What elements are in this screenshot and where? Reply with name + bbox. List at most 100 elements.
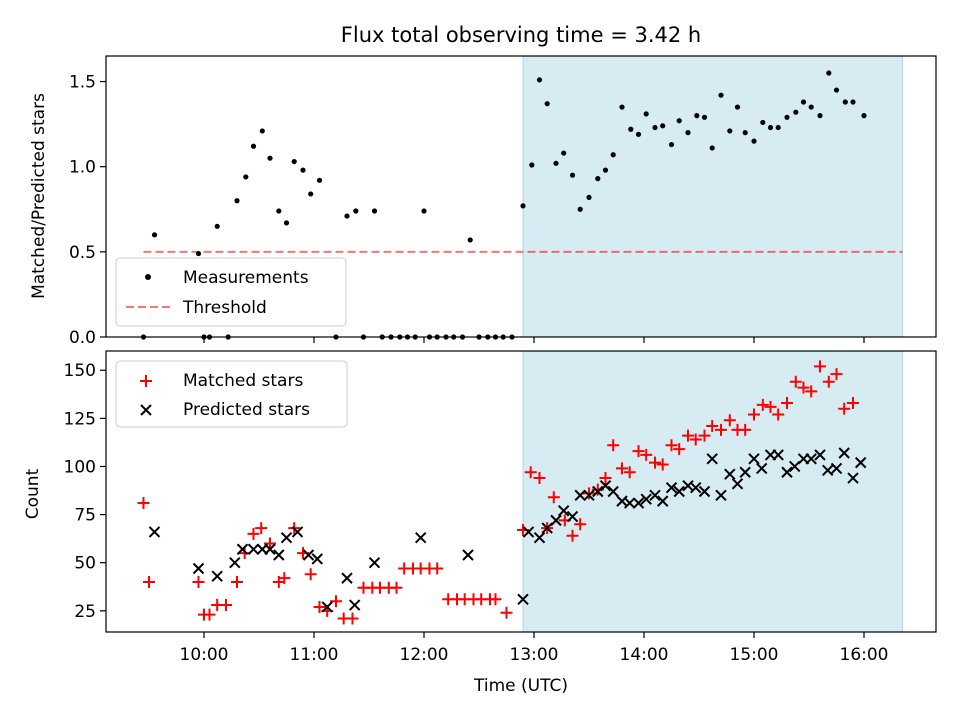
measurement-point	[734, 104, 741, 110]
top-panel: 0.0 0.5 1.0 1.5 Matched/Predicted stars Mea…	[29, 55, 937, 348]
measurement-point	[344, 213, 350, 219]
matched-star-point	[781, 396, 793, 409]
measurement-point	[595, 176, 601, 182]
predicted-star-point	[649, 489, 661, 502]
matched-star-point	[574, 518, 587, 531]
measurement-point	[195, 250, 202, 257]
y-tick-label: 75	[74, 506, 96, 526]
measurement-point	[817, 113, 823, 119]
predicted-star-point	[211, 570, 223, 582]
measurement-point	[800, 99, 807, 105]
predicted-star-point	[583, 489, 595, 502]
predicted-star-point	[607, 485, 619, 498]
legend-measurements-marker	[145, 274, 151, 280]
y-tick-label: 25	[74, 602, 96, 622]
predicted-star-point	[821, 464, 834, 477]
predicted-star-point	[781, 466, 793, 478]
matched-star-point	[616, 462, 628, 475]
predicted-star-point	[665, 481, 678, 494]
y-tick-label: 0.5	[69, 243, 96, 263]
measurement-point	[775, 124, 781, 131]
predicted-star-point	[550, 514, 562, 527]
measurement-point	[267, 155, 273, 161]
measurement-point	[709, 145, 715, 151]
predicted-star-point	[755, 462, 768, 475]
matched-star-point	[607, 439, 620, 452]
matched-star-point	[772, 408, 785, 421]
predicted-star-point	[724, 468, 736, 480]
matched-star-point	[814, 360, 826, 373]
y-tick-label: 0.0	[69, 328, 96, 348]
measurement-point	[826, 70, 832, 76]
measurement-point	[586, 194, 592, 200]
predicted-star-point	[462, 549, 474, 561]
predicted-star-point	[264, 543, 276, 555]
measurement-point	[850, 99, 856, 105]
predicted-star-point	[311, 553, 324, 565]
predicted-star-point	[854, 456, 867, 469]
matched-star-point	[247, 527, 260, 540]
predicted-star-point	[698, 485, 711, 498]
matched-star-point	[500, 606, 513, 619]
matched-star-points	[137, 360, 859, 625]
legend-threshold-label: Threshold	[182, 298, 267, 318]
matched-star-point	[566, 529, 579, 542]
predicted-star-point	[689, 481, 702, 494]
matched-star-point	[706, 420, 719, 433]
predicted-star-point	[731, 478, 744, 490]
legend-matched-marker	[140, 375, 152, 387]
measurement-point	[694, 113, 700, 119]
measurement-point	[259, 128, 265, 134]
matched-star-point	[623, 466, 636, 479]
legend-predicted-marker	[140, 404, 152, 416]
predicted-star-point	[706, 453, 718, 465]
predicted-star-point	[566, 510, 579, 523]
matched-star-point	[346, 612, 359, 625]
measurement-point	[635, 131, 642, 137]
matched-star-point	[533, 472, 546, 485]
measurement-point	[353, 208, 359, 214]
y-tick-label: 1.0	[69, 158, 96, 178]
matched-star-point	[673, 443, 686, 456]
measurement-point	[243, 174, 249, 180]
measurement-point	[276, 208, 282, 214]
x-tick-label: 15:00	[730, 645, 779, 665]
top-legend-box	[115, 257, 347, 327]
legend-predicted-label: Predicted stars	[183, 400, 310, 420]
matched-star-point	[547, 491, 560, 504]
measurement-point	[316, 177, 323, 183]
measurement-points	[140, 70, 867, 340]
measurement-point	[569, 172, 576, 178]
matched-star-point	[838, 402, 851, 415]
measurement-point	[718, 92, 724, 98]
matched-star-point	[689, 433, 702, 446]
legend-measurements-label: Measurements	[183, 268, 309, 288]
bottom-x-ticks: 10:00 11:00 12:00 13:00 14:00 15:00 16:00	[180, 632, 889, 665]
measurement-point	[151, 232, 158, 238]
measurement-point	[308, 191, 314, 197]
predicted-star-point	[321, 601, 333, 613]
measurement-point	[861, 113, 867, 119]
top-y-axis-label: Matched/Predicted stars	[29, 93, 49, 299]
matched-star-point	[255, 522, 268, 535]
x-tick-label: 12:00	[400, 645, 449, 665]
bottom-axes-frame	[105, 350, 937, 633]
measurement-point	[214, 223, 220, 229]
bottom-panel: 25 50 75 100 125 150 10:00 11:00 12:00 13:00 14:0…	[23, 350, 937, 696]
top-legend: Measurements Threshold	[115, 257, 347, 327]
measurement-point	[643, 111, 649, 117]
predicted-star-point	[640, 493, 652, 505]
matched-star-point	[137, 497, 150, 510]
matched-star-point	[756, 398, 769, 411]
matched-star-point	[847, 396, 859, 409]
predicted-star-point	[522, 526, 535, 538]
measurement-point	[283, 220, 290, 226]
matched-star-point	[313, 600, 326, 613]
matched-star-point	[723, 414, 736, 427]
matched-star-point	[203, 608, 216, 621]
bottom-legend: Matched stars Predicted stars	[115, 360, 348, 428]
predicted-star-point	[148, 526, 161, 538]
matched-star-point	[599, 472, 612, 485]
legend-matched-label: Matched stars	[183, 371, 303, 391]
